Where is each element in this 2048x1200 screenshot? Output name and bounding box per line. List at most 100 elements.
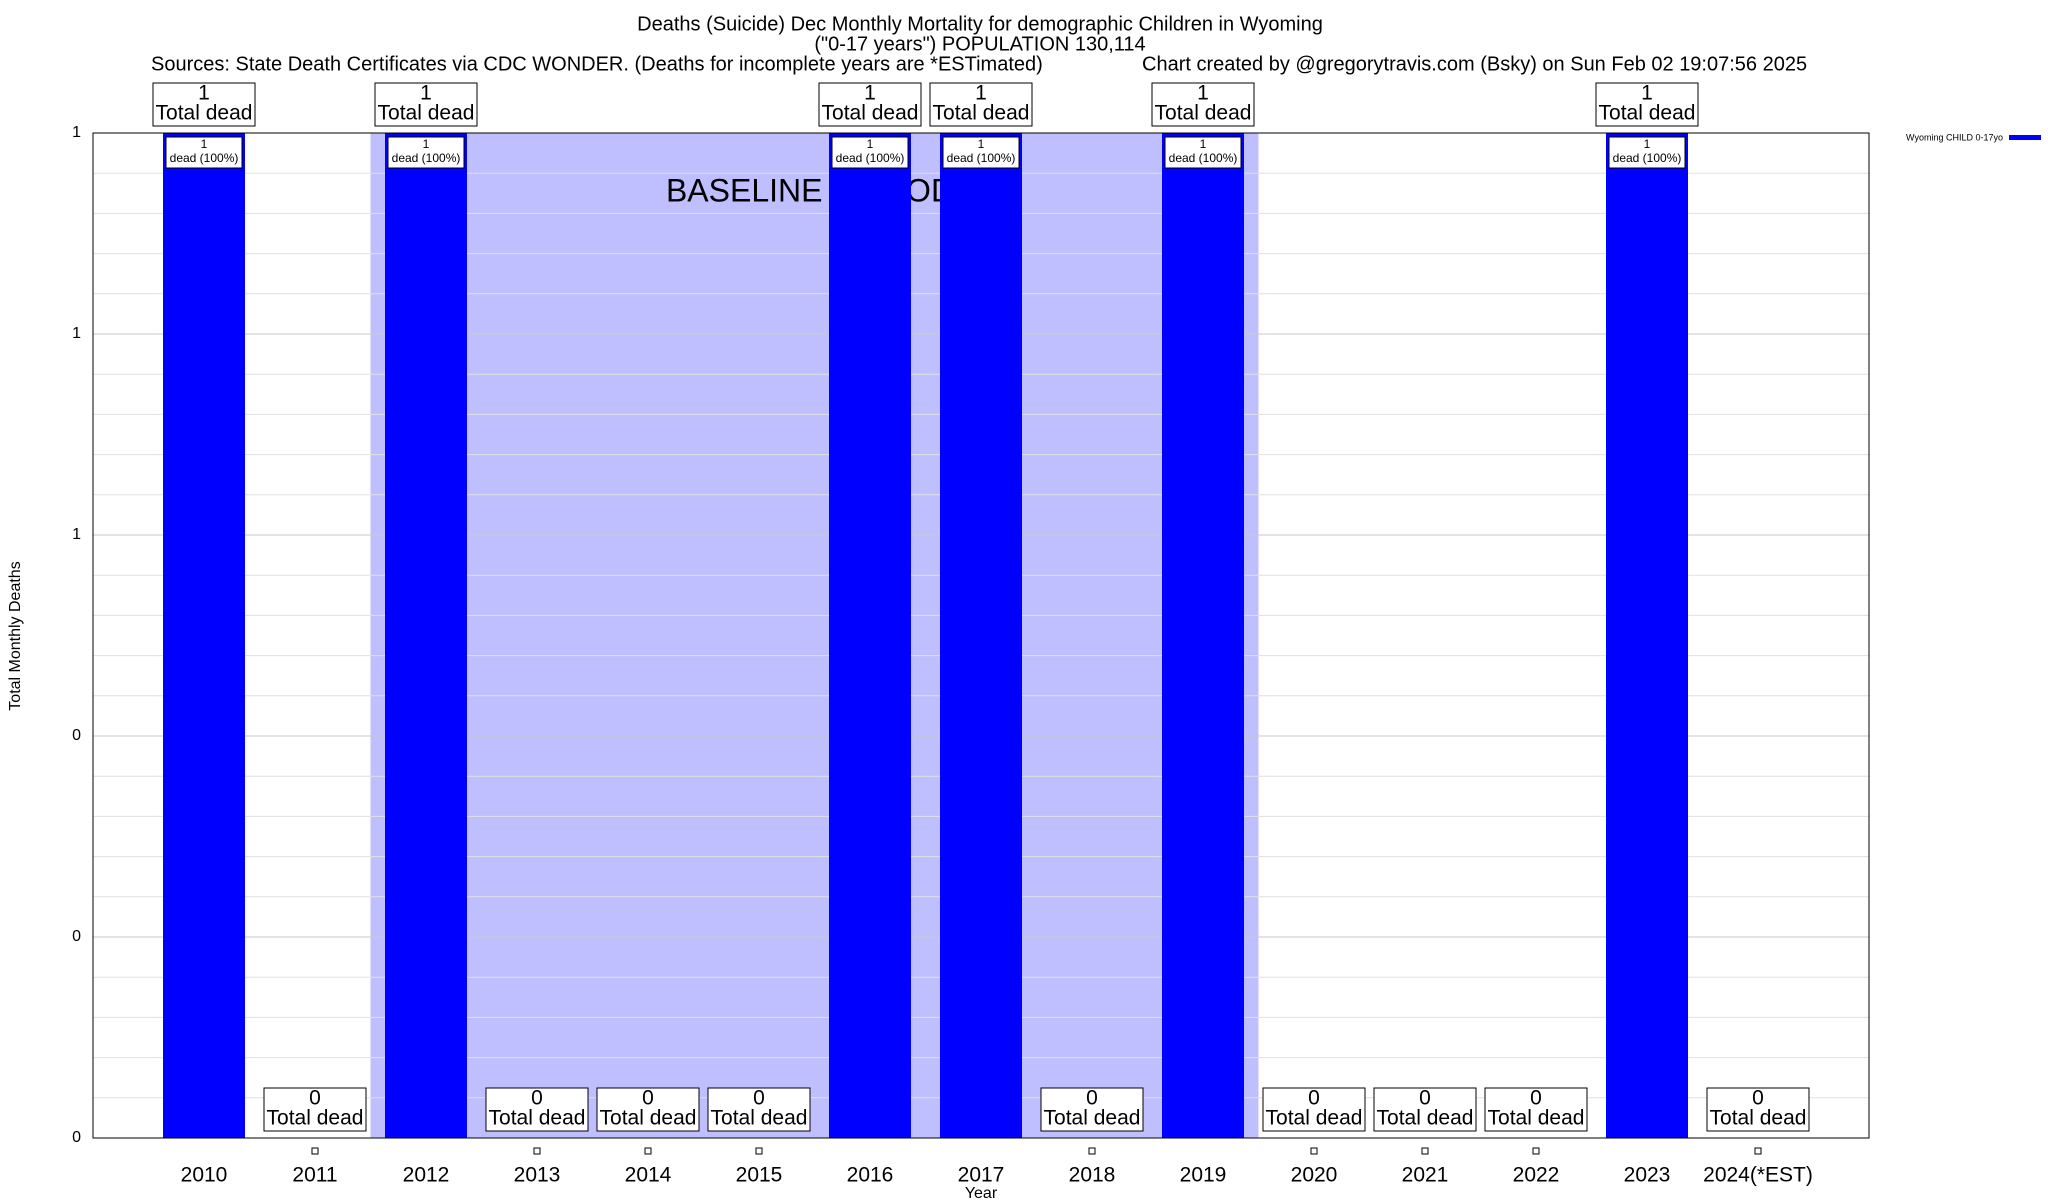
x-tick-label: 2023 [1624, 1164, 1671, 1187]
total-label-value: 0 [309, 1087, 321, 1110]
zero-marker [311, 1147, 319, 1155]
x-tick-label: 2018 [1069, 1164, 1116, 1187]
total-label-text: Total dead [1377, 1107, 1474, 1130]
total-label-text: Total dead [600, 1107, 697, 1130]
x-tick-label: 2020 [1291, 1164, 1338, 1187]
baseline-region [370, 133, 1259, 1138]
y-tick-label: 0 [72, 1129, 81, 1146]
total-label-value: 1 [864, 82, 876, 105]
x-tick-label: 2012 [403, 1164, 450, 1187]
source-note: Sources: State Death Certificates via CD… [151, 53, 1043, 75]
bar-label-value: 1 [1200, 137, 1207, 151]
total-label-box [1484, 1087, 1588, 1132]
total-label-value: 0 [1530, 1087, 1542, 1110]
y-tick-label: 1 [72, 526, 81, 543]
bar-label-value: 1 [423, 137, 430, 151]
bar-label-text: dead (100%) [947, 151, 1016, 165]
total-label-box [929, 82, 1033, 127]
y-axis-label: Total Monthly Deaths [7, 561, 24, 710]
total-label-box [374, 82, 478, 127]
total-label-value: 0 [1419, 1087, 1431, 1110]
bar-label-text: dead (100%) [1169, 151, 1238, 165]
bar [1162, 133, 1244, 1138]
zero-marker [1532, 1147, 1540, 1155]
bar-label-box [387, 136, 465, 169]
zero-marker [644, 1147, 652, 1155]
total-label-text: Total dead [267, 1107, 364, 1130]
zero-marker [755, 1147, 763, 1155]
credit-note: Chart created by @gregorytravis.com (Bsk… [1142, 53, 1807, 75]
total-label-text: Total dead [1488, 1107, 1585, 1130]
total-label-box [1151, 82, 1255, 127]
total-label-text: Total dead [1044, 1107, 1141, 1130]
bar [940, 133, 1022, 1138]
y-tick-label: 1 [72, 325, 81, 342]
total-label-value: 0 [1308, 1087, 1320, 1110]
x-tick-label: 2011 [292, 1164, 337, 1187]
total-label-value: 1 [975, 82, 987, 105]
bar-label-text: dead (100%) [392, 151, 461, 165]
x-tick-label: 2017 [958, 1164, 1005, 1187]
x-tick-label: 2013 [514, 1164, 561, 1187]
x-tick-label: 2021 [1402, 1164, 1449, 1187]
total-label-box [818, 82, 922, 127]
bar-label-text: dead (100%) [170, 151, 239, 165]
bar [385, 133, 467, 1138]
legend-label: Wyoming CHILD 0-17yo [1906, 132, 2003, 142]
x-tick-label: 2015 [736, 1164, 783, 1187]
bar-label-value: 1 [1644, 137, 1651, 151]
total-label-value: 1 [1197, 82, 1209, 105]
total-label-value: 0 [1086, 1087, 1098, 1110]
total-label-box [596, 1087, 700, 1132]
x-tick-label: 2019 [1180, 1164, 1227, 1187]
bar-label-value: 1 [867, 137, 874, 151]
bar-label-box [1164, 136, 1242, 169]
zero-marker [1754, 1147, 1762, 1155]
total-label-text: Total dead [711, 1107, 808, 1130]
total-label-box [1706, 1087, 1810, 1132]
chart-subtitle: ("0-17 years") POPULATION 130,114 [814, 33, 1145, 55]
total-label-box [485, 1087, 589, 1132]
total-label-text: Total dead [1155, 102, 1252, 125]
total-label-box [1262, 1087, 1366, 1132]
total-label-value: 0 [753, 1087, 765, 1110]
x-axis-label: Year [965, 1185, 998, 1200]
total-label-value: 1 [198, 82, 210, 105]
y-tick-label: 0 [72, 928, 81, 945]
bar-label-box [165, 136, 243, 169]
plot-frame [92, 132, 1870, 1139]
chart-title: Deaths (Suicide) Dec Monthly Mortality f… [637, 13, 1323, 35]
total-label-value: 1 [420, 82, 432, 105]
bar-label-box [831, 136, 909, 169]
bar [1606, 133, 1688, 1138]
x-tick-label: 2010 [181, 1164, 228, 1187]
total-label-text: Total dead [1599, 102, 1696, 125]
x-tick-label: 2024(*EST) [1703, 1164, 1813, 1187]
total-label-text: Total dead [1266, 1107, 1363, 1130]
y-tick-label: 1 [72, 124, 81, 141]
bar-label-value: 1 [201, 137, 208, 151]
total-label-text: Total dead [822, 102, 919, 125]
bar-label-text: dead (100%) [836, 151, 905, 165]
total-label-box [152, 82, 256, 127]
total-label-text: Total dead [1710, 1107, 1807, 1130]
bar-label-value: 1 [978, 137, 985, 151]
total-label-text: Total dead [156, 102, 253, 125]
total-label-value: 0 [531, 1087, 543, 1110]
bar-label-box [1608, 136, 1686, 169]
zero-marker [1421, 1147, 1429, 1155]
total-label-box [1040, 1087, 1144, 1132]
bar-label-box [942, 136, 1020, 169]
total-label-value: 0 [1752, 1087, 1764, 1110]
total-label-text: Total dead [378, 102, 475, 125]
bar [829, 133, 911, 1138]
total-label-box [1595, 82, 1699, 127]
total-label-box [263, 1087, 367, 1132]
y-tick-label: 0 [72, 727, 81, 744]
zero-marker [1088, 1147, 1096, 1155]
bar [163, 133, 245, 1138]
zero-marker [533, 1147, 541, 1155]
x-tick-label: 2014 [625, 1164, 672, 1187]
x-tick-label: 2022 [1513, 1164, 1560, 1187]
